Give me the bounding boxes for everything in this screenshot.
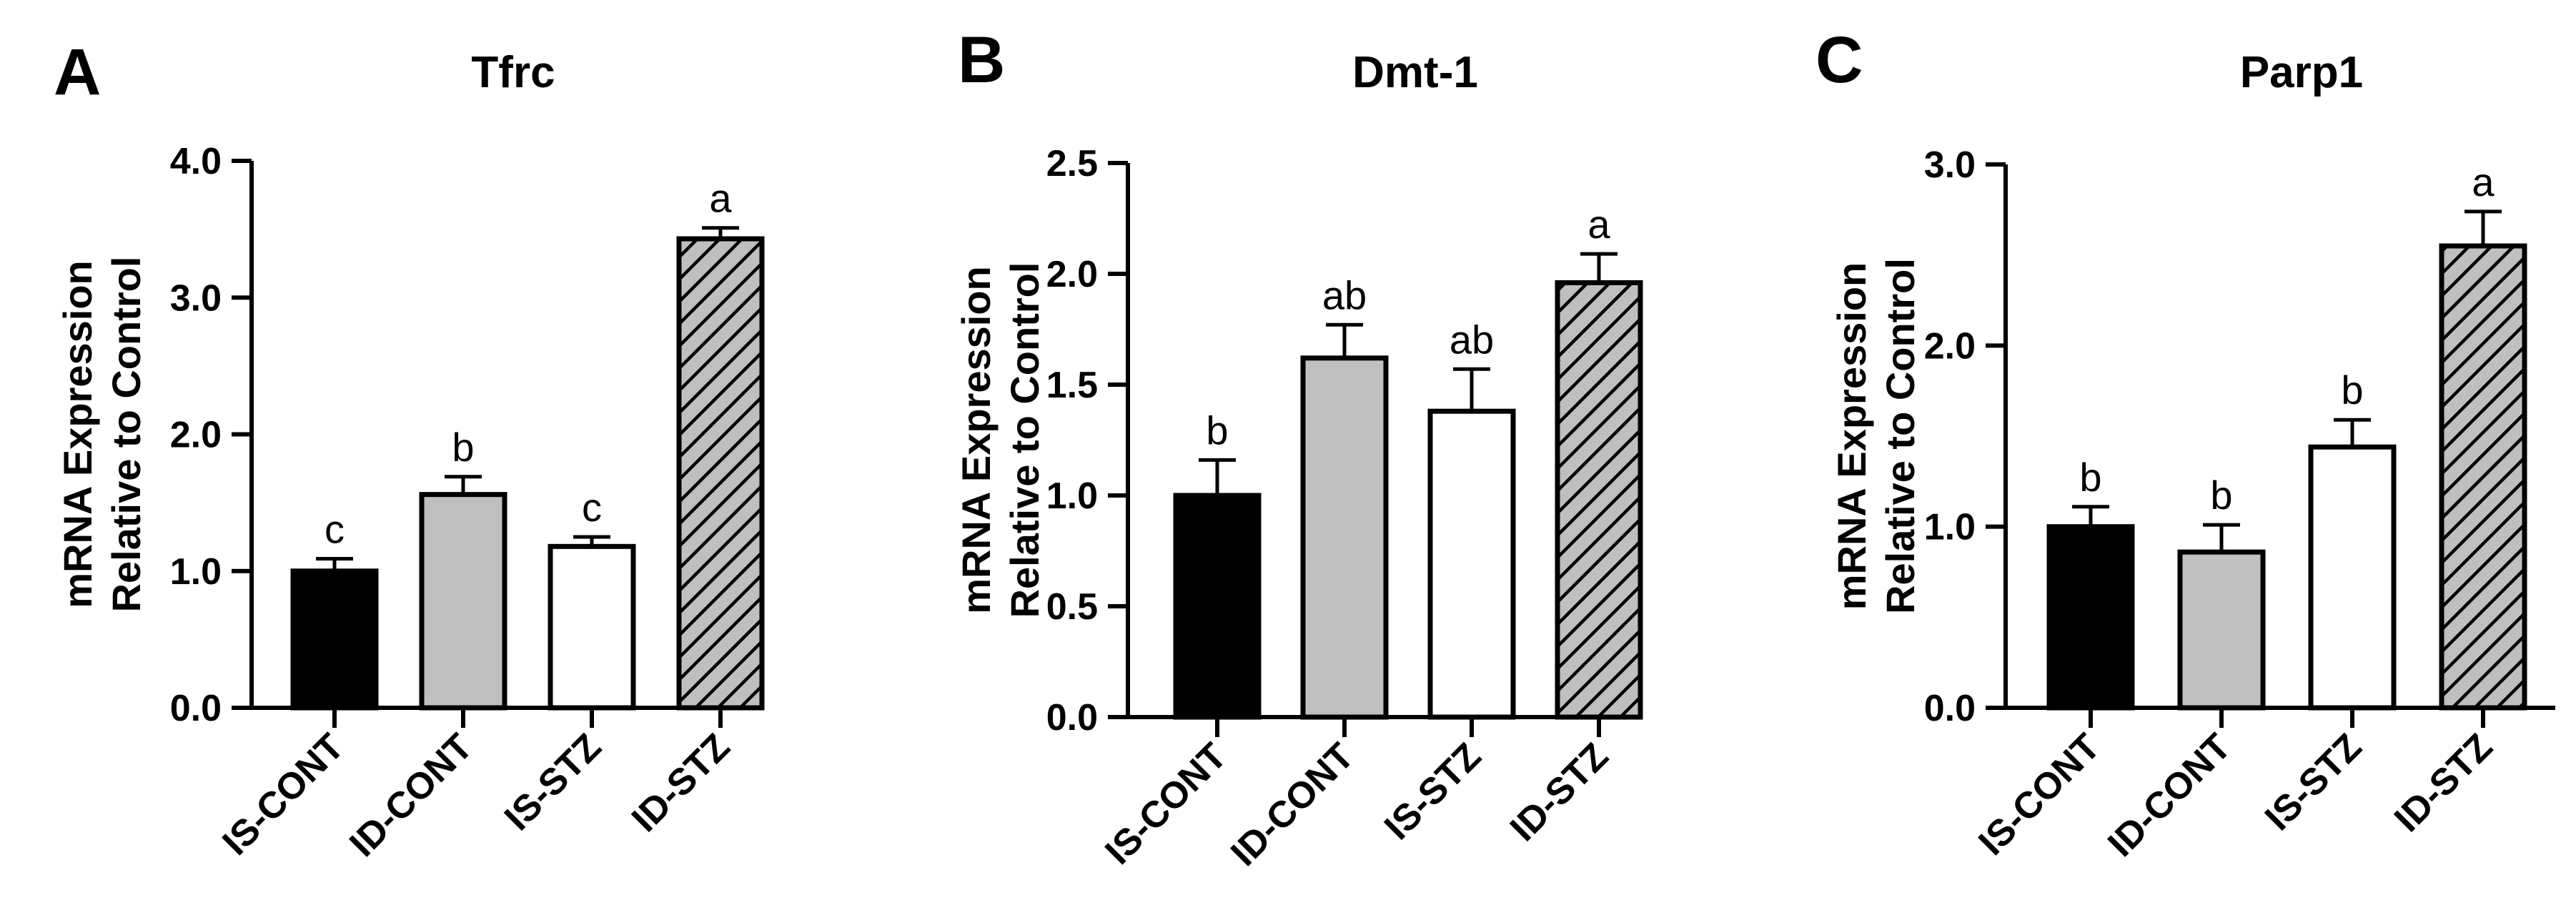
bar xyxy=(1427,408,1516,720)
x-tick-label: ID-STZ xyxy=(624,726,738,839)
significance-label: ab xyxy=(1450,317,1494,362)
y-tick-label: 0.0 xyxy=(1046,697,1098,739)
significance-label: b xyxy=(452,425,474,470)
y-tick-label: 2.0 xyxy=(1924,325,1976,367)
significance-label: c xyxy=(582,485,602,530)
x-tick-label: ID-CONT xyxy=(342,726,480,864)
x-tick-label: ID-CONT xyxy=(2100,726,2239,864)
y-tick-label: 1.0 xyxy=(170,551,222,593)
y-tick-label: 2.0 xyxy=(1046,254,1098,295)
significance-label: a xyxy=(709,176,732,221)
chart-panel-a: A Tfrc mRNA Expression Relative to Control 0… xyxy=(54,36,765,865)
y-axis-label: mRNA Expression xyxy=(55,260,100,608)
x-tick-label: IS-CONT xyxy=(1097,735,1234,872)
x-tick-label: IS-STZ xyxy=(2257,726,2369,838)
bar xyxy=(290,568,379,711)
y-tick-label: 4.0 xyxy=(170,141,222,182)
bar xyxy=(1300,355,1389,720)
chart-title: Tfrc xyxy=(471,48,555,97)
x-tick-label: ID-STZ xyxy=(1502,735,1616,849)
x-tick-label: ID-CONT xyxy=(1223,735,1362,874)
panel-letter: C xyxy=(1815,24,1863,97)
x-tick-label: IS-CONT xyxy=(214,726,352,863)
y-axis-label: Relative to Control xyxy=(1878,258,1923,614)
bar xyxy=(2439,243,2527,711)
x-tick-label: ID-STZ xyxy=(2387,726,2500,839)
chart-title: Dmt-1 xyxy=(1352,48,1478,97)
chart-title: Parp1 xyxy=(2240,48,2363,97)
bar xyxy=(676,236,765,711)
y-axis-label: Relative to Control xyxy=(104,257,149,613)
y-tick-label: 1.0 xyxy=(1046,475,1098,517)
y-tick-label: 0.0 xyxy=(1924,688,1976,729)
y-tick-label: 2.5 xyxy=(1046,143,1098,184)
y-tick-label: 0.5 xyxy=(1046,586,1098,628)
significance-label: b xyxy=(1206,408,1228,453)
y-tick-label: 2.0 xyxy=(170,415,222,456)
x-tick-label: IS-STZ xyxy=(1377,735,1489,847)
significance-label: b xyxy=(2210,473,2232,518)
y-axis-label: Relative to Control xyxy=(1002,262,1047,618)
significance-label: c xyxy=(325,507,345,552)
x-tick-label: IS-CONT xyxy=(1971,726,2108,863)
significance-label: a xyxy=(2472,159,2495,204)
significance-label: a xyxy=(1587,202,1610,247)
bar xyxy=(419,492,507,711)
y-tick-label: 3.0 xyxy=(1924,144,1976,186)
chart-panel-b: B Dmt-1 mRNA Expression Relative to Control… xyxy=(953,24,1643,874)
y-tick-label: 1.5 xyxy=(1046,365,1098,406)
bar xyxy=(1555,280,1643,720)
y-axis-label: mRNA Expression xyxy=(1829,262,1874,611)
x-tick-label: IS-STZ xyxy=(497,726,609,838)
significance-label: ab xyxy=(1322,272,1367,317)
significance-label: b xyxy=(2079,455,2101,500)
y-tick-label: 1.0 xyxy=(1924,507,1976,548)
bar xyxy=(548,543,636,711)
significance-label: b xyxy=(2341,367,2363,413)
panel-letter: A xyxy=(54,36,101,109)
bar xyxy=(2177,549,2266,711)
y-axis-label: mRNA Expression xyxy=(953,266,999,614)
bar xyxy=(1173,493,1262,720)
panel-letter: B xyxy=(958,24,1005,97)
chart-panel-c: C Parp1 mRNA Expression Relative to Control… xyxy=(1815,24,2555,865)
bar xyxy=(2308,444,2397,711)
y-tick-label: 3.0 xyxy=(170,277,222,319)
y-tick-label: 0.0 xyxy=(170,688,222,729)
bar xyxy=(2046,524,2135,711)
